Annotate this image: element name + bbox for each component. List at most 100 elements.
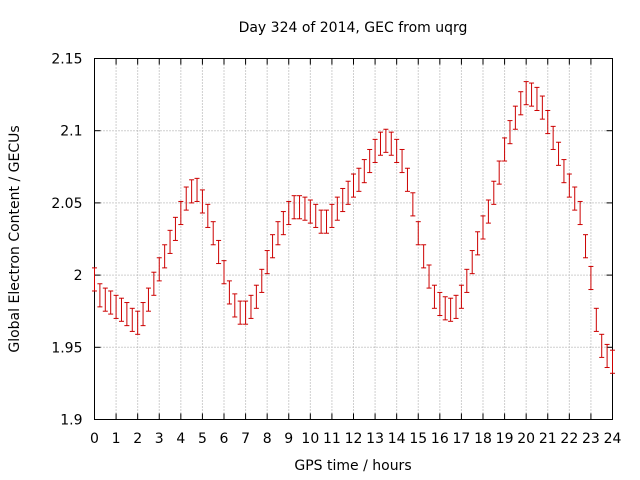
data-point xyxy=(545,109,551,135)
x-tick-label: 24 xyxy=(604,431,622,447)
data-point xyxy=(426,264,432,289)
chart-title: Day 324 of 2014, GEC from uqrg xyxy=(239,20,468,36)
data-point xyxy=(610,349,615,374)
data-point xyxy=(167,229,173,254)
x-tick-label: 0 xyxy=(90,431,99,447)
data-point xyxy=(453,294,459,319)
data-point xyxy=(270,234,276,259)
data-points xyxy=(92,81,615,374)
x-tick-label: 6 xyxy=(220,431,229,447)
data-point xyxy=(448,297,454,322)
y-tick-label: 2.05 xyxy=(51,196,82,212)
x-tick-label: 7 xyxy=(241,431,250,447)
x-tick-label: 14 xyxy=(388,431,406,447)
data-point xyxy=(485,199,491,224)
data-point xyxy=(118,297,124,322)
data-point xyxy=(156,257,162,282)
data-point xyxy=(512,105,518,130)
data-point xyxy=(248,294,254,319)
y-tick-label: 2 xyxy=(74,268,83,284)
data-point xyxy=(307,199,313,224)
axis-ticks xyxy=(94,58,613,420)
data-point xyxy=(232,293,238,318)
data-point xyxy=(275,221,281,246)
x-tick-label: 16 xyxy=(431,431,449,447)
y-tick-labels: 1.9 1.95 2 2.05 2.1 2.15 xyxy=(51,52,82,429)
data-point xyxy=(226,280,232,305)
data-point xyxy=(351,173,356,198)
data-point xyxy=(437,291,443,317)
data-point xyxy=(556,141,562,166)
data-point xyxy=(178,200,184,226)
data-point xyxy=(529,82,535,107)
x-tick-label: 4 xyxy=(176,431,185,447)
x-tick-label: 8 xyxy=(263,431,272,447)
data-point xyxy=(388,131,394,156)
data-point xyxy=(221,260,227,285)
data-point xyxy=(421,244,427,269)
data-point xyxy=(561,159,567,184)
x-tick-labels: 0 1 2 3 4 5 6 7 8 9 10 11 12 13 14 15 16 17 18 19 20 21 22 23 24 xyxy=(90,431,621,447)
data-point xyxy=(151,271,157,296)
data-point xyxy=(502,137,508,162)
x-axis-label: GPS time / hours xyxy=(294,458,411,474)
data-point xyxy=(377,131,383,156)
x-tick-label: 22 xyxy=(560,431,578,447)
data-point xyxy=(108,290,114,315)
data-point xyxy=(356,167,362,192)
x-tick-label: 3 xyxy=(155,431,164,447)
data-point xyxy=(415,221,421,246)
data-point xyxy=(372,138,378,163)
data-point xyxy=(480,215,486,240)
x-tick-label: 19 xyxy=(496,431,514,447)
data-point xyxy=(124,302,130,327)
data-point xyxy=(291,195,297,220)
y-tick-label: 1.95 xyxy=(51,340,82,356)
x-tick-label: 11 xyxy=(323,431,341,447)
data-point xyxy=(410,192,416,217)
data-point xyxy=(286,200,292,226)
data-point xyxy=(253,284,259,309)
data-point xyxy=(367,148,373,174)
data-point xyxy=(205,203,211,228)
data-point xyxy=(583,234,589,259)
data-point xyxy=(539,95,545,120)
data-point xyxy=(162,244,168,269)
x-tick-label: 10 xyxy=(301,431,319,447)
data-point xyxy=(491,180,497,205)
data-point xyxy=(475,231,481,256)
data-point xyxy=(297,195,303,220)
data-point xyxy=(394,138,400,163)
x-tick-label: 9 xyxy=(284,431,293,447)
data-point xyxy=(566,173,572,198)
data-point xyxy=(237,300,243,325)
x-tick-label: 20 xyxy=(517,431,535,447)
data-point xyxy=(496,160,502,185)
data-point xyxy=(523,81,529,106)
data-point xyxy=(604,343,610,369)
data-point xyxy=(577,200,583,226)
data-point xyxy=(518,91,524,116)
data-point xyxy=(431,284,437,309)
data-point xyxy=(145,287,151,312)
x-tick-label: 5 xyxy=(198,431,207,447)
data-point xyxy=(599,333,605,358)
x-tick-label: 2 xyxy=(133,431,142,447)
data-point xyxy=(259,268,265,293)
data-point xyxy=(102,287,108,312)
y-axis-label: Global Electron Content / GECUs xyxy=(7,125,23,352)
data-point xyxy=(550,125,556,150)
data-point xyxy=(442,296,448,321)
x-tick-label: 23 xyxy=(582,431,600,447)
data-point xyxy=(140,302,146,327)
data-point xyxy=(324,209,330,234)
x-tick-label: 12 xyxy=(345,431,363,447)
x-tick-label: 18 xyxy=(474,431,492,447)
data-point xyxy=(113,294,119,319)
data-point xyxy=(189,179,195,204)
data-point xyxy=(97,283,103,308)
data-point xyxy=(264,250,270,275)
data-point xyxy=(199,189,205,214)
